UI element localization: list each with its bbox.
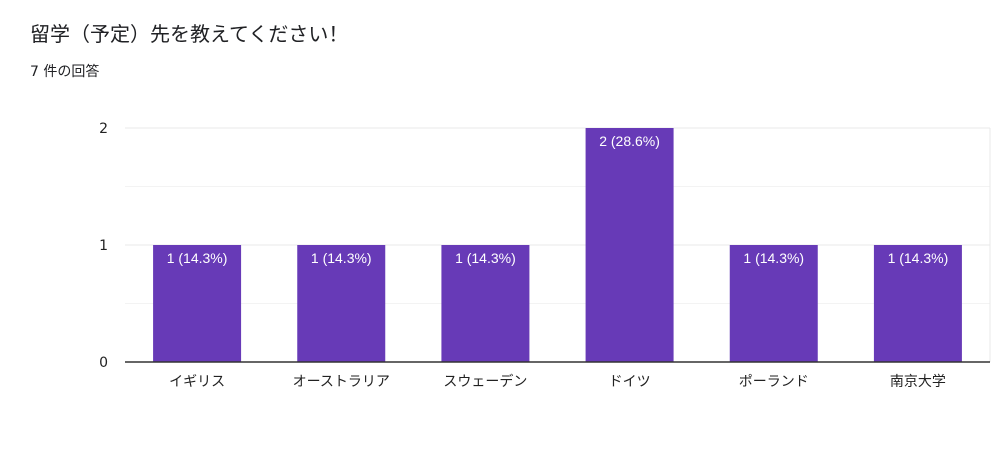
y-tick-label: 2: [99, 121, 108, 137]
question-title: 留学（予定）先を教えてください！: [30, 22, 349, 46]
data-label: 1 (14.3%): [743, 250, 804, 266]
bar-3: [441, 245, 530, 362]
bar-2: [297, 245, 386, 362]
data-label: 1 (14.3%): [167, 250, 228, 266]
bar-1: [153, 245, 242, 362]
y-tick-label: 1: [99, 238, 108, 254]
y-tick-label: 0: [99, 355, 108, 371]
data-label: 2 (28.6%): [599, 133, 660, 149]
bar-6: [873, 245, 962, 362]
x-category-label: 南京大学: [890, 374, 946, 390]
x-category-label: ドイツ: [609, 374, 651, 390]
response-count: 7 件の回答: [30, 64, 100, 80]
data-label: 1 (14.3%): [311, 250, 372, 266]
x-category-label: ポーランド: [739, 374, 809, 390]
x-category-label: オーストラリア: [293, 374, 390, 390]
x-category-label: イギリス: [169, 374, 225, 390]
bar-5: [729, 245, 818, 362]
data-label: 1 (14.3%): [888, 250, 949, 266]
bar-4: [585, 128, 674, 362]
data-label: 1 (14.3%): [455, 250, 516, 266]
x-category-label: スウェーデン: [443, 373, 527, 390]
